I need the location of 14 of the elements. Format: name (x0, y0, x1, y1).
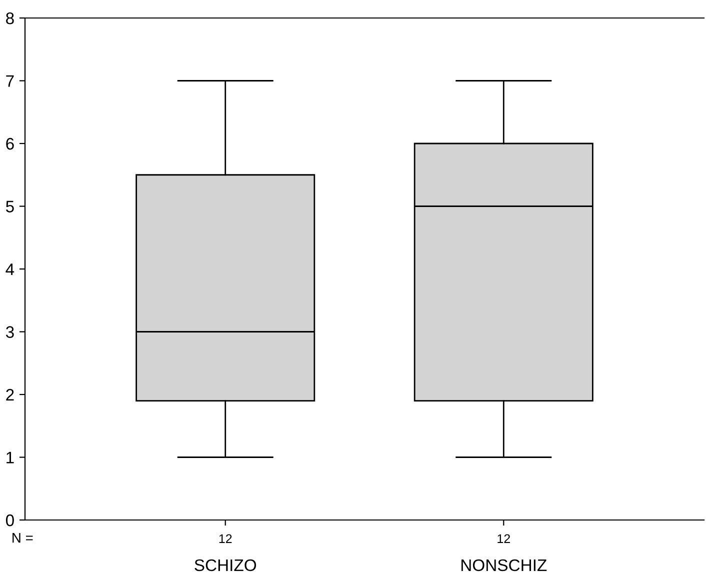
text: N = (12, 533, 33, 543)
y-tick-label: 0 (6, 514, 14, 526)
y-tick-label: 4 (6, 264, 14, 276)
y-tick-label: 1 (6, 452, 14, 464)
x-tick-label: SCHIZO (194, 559, 256, 572)
y-tick-label: 2 (6, 388, 14, 401)
y-tick-label: 5 (6, 200, 14, 212)
y-tick-label: 7 (6, 75, 14, 87)
text: 12 (498, 534, 510, 543)
y-tick-label: 3 (6, 326, 14, 338)
y-tick-label: 8 (6, 12, 14, 24)
x-tick-label: NONSCHIZ (461, 559, 547, 572)
y-tick-label: 6 (6, 138, 14, 150)
text: 12 (219, 534, 232, 543)
